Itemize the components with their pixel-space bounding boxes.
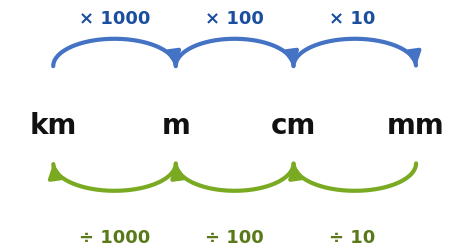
Text: km: km	[29, 112, 77, 140]
Text: ÷ 1000: ÷ 1000	[79, 229, 150, 247]
Text: × 10: × 10	[329, 10, 375, 28]
Text: mm: mm	[387, 112, 445, 140]
Text: × 100: × 100	[205, 10, 264, 28]
Text: × 1000: × 1000	[79, 10, 150, 28]
Text: ÷ 10: ÷ 10	[329, 229, 375, 247]
Text: ÷ 100: ÷ 100	[205, 229, 264, 247]
Text: m: m	[161, 112, 190, 140]
Text: cm: cm	[271, 112, 316, 140]
